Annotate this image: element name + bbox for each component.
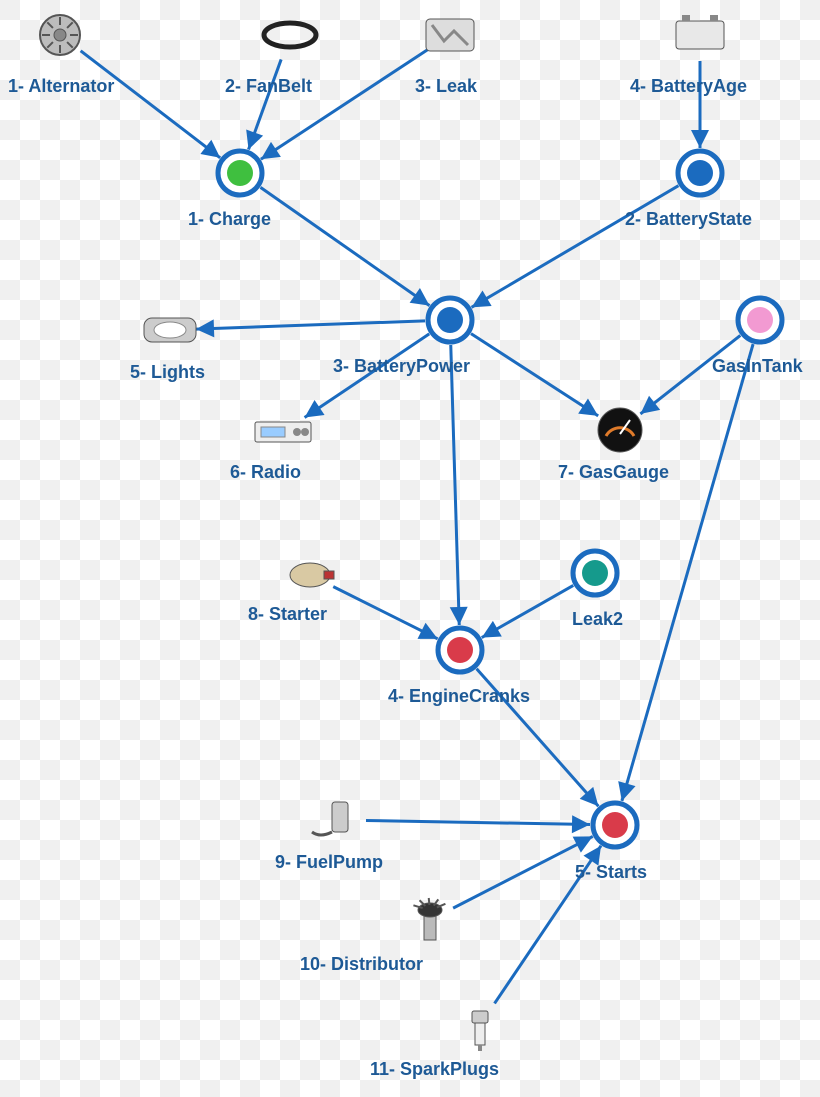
label-fanbelt: 2- FanBelt	[225, 76, 312, 96]
node-radio[interactable]	[255, 422, 311, 442]
node-leak[interactable]	[426, 19, 474, 51]
label-lights: 5- Lights	[130, 362, 205, 382]
node-batterypower[interactable]	[428, 298, 472, 342]
node-starts[interactable]	[593, 803, 637, 847]
label-gasintank: GasInTank	[712, 356, 804, 376]
label-fuelpump: 9- FuelPump	[275, 852, 383, 872]
label-sparkplugs: 11- SparkPlugs	[370, 1059, 499, 1079]
label-charge: 1- Charge	[188, 209, 271, 229]
node-gasgauge[interactable]	[598, 408, 642, 452]
node-gasintank[interactable]	[738, 298, 782, 342]
node-lights[interactable]	[144, 318, 196, 342]
label-starts: 5- Starts	[575, 862, 647, 882]
label-batterypower: 3- BatteryPower	[333, 356, 470, 376]
label-leak: 3- Leak	[415, 76, 478, 96]
label-radio: 6- Radio	[230, 462, 301, 482]
node-enginecranks[interactable]	[438, 628, 482, 672]
label-gasgauge: 7- GasGauge	[558, 462, 669, 482]
node-alternator[interactable]	[40, 15, 80, 55]
label-leak2: Leak2	[572, 609, 623, 629]
diagram-canvas: 1- Alternator 2- FanBelt 3- Leak 4- Battery…	[0, 0, 820, 1097]
label-alternator: 1- Alternator	[8, 76, 114, 96]
label-distributor: 10- Distributor	[300, 954, 423, 974]
node-leak2[interactable]	[573, 551, 617, 595]
label-enginecranks: 4- EngineCranks	[388, 686, 530, 706]
label-batteryage: 4- BatteryAge	[630, 76, 747, 96]
label-starter: 8- Starter	[248, 604, 327, 624]
label-batterystate: 2- BatteryState	[625, 209, 752, 229]
node-batterystate[interactable]	[678, 151, 722, 195]
node-charge[interactable]	[218, 151, 262, 195]
